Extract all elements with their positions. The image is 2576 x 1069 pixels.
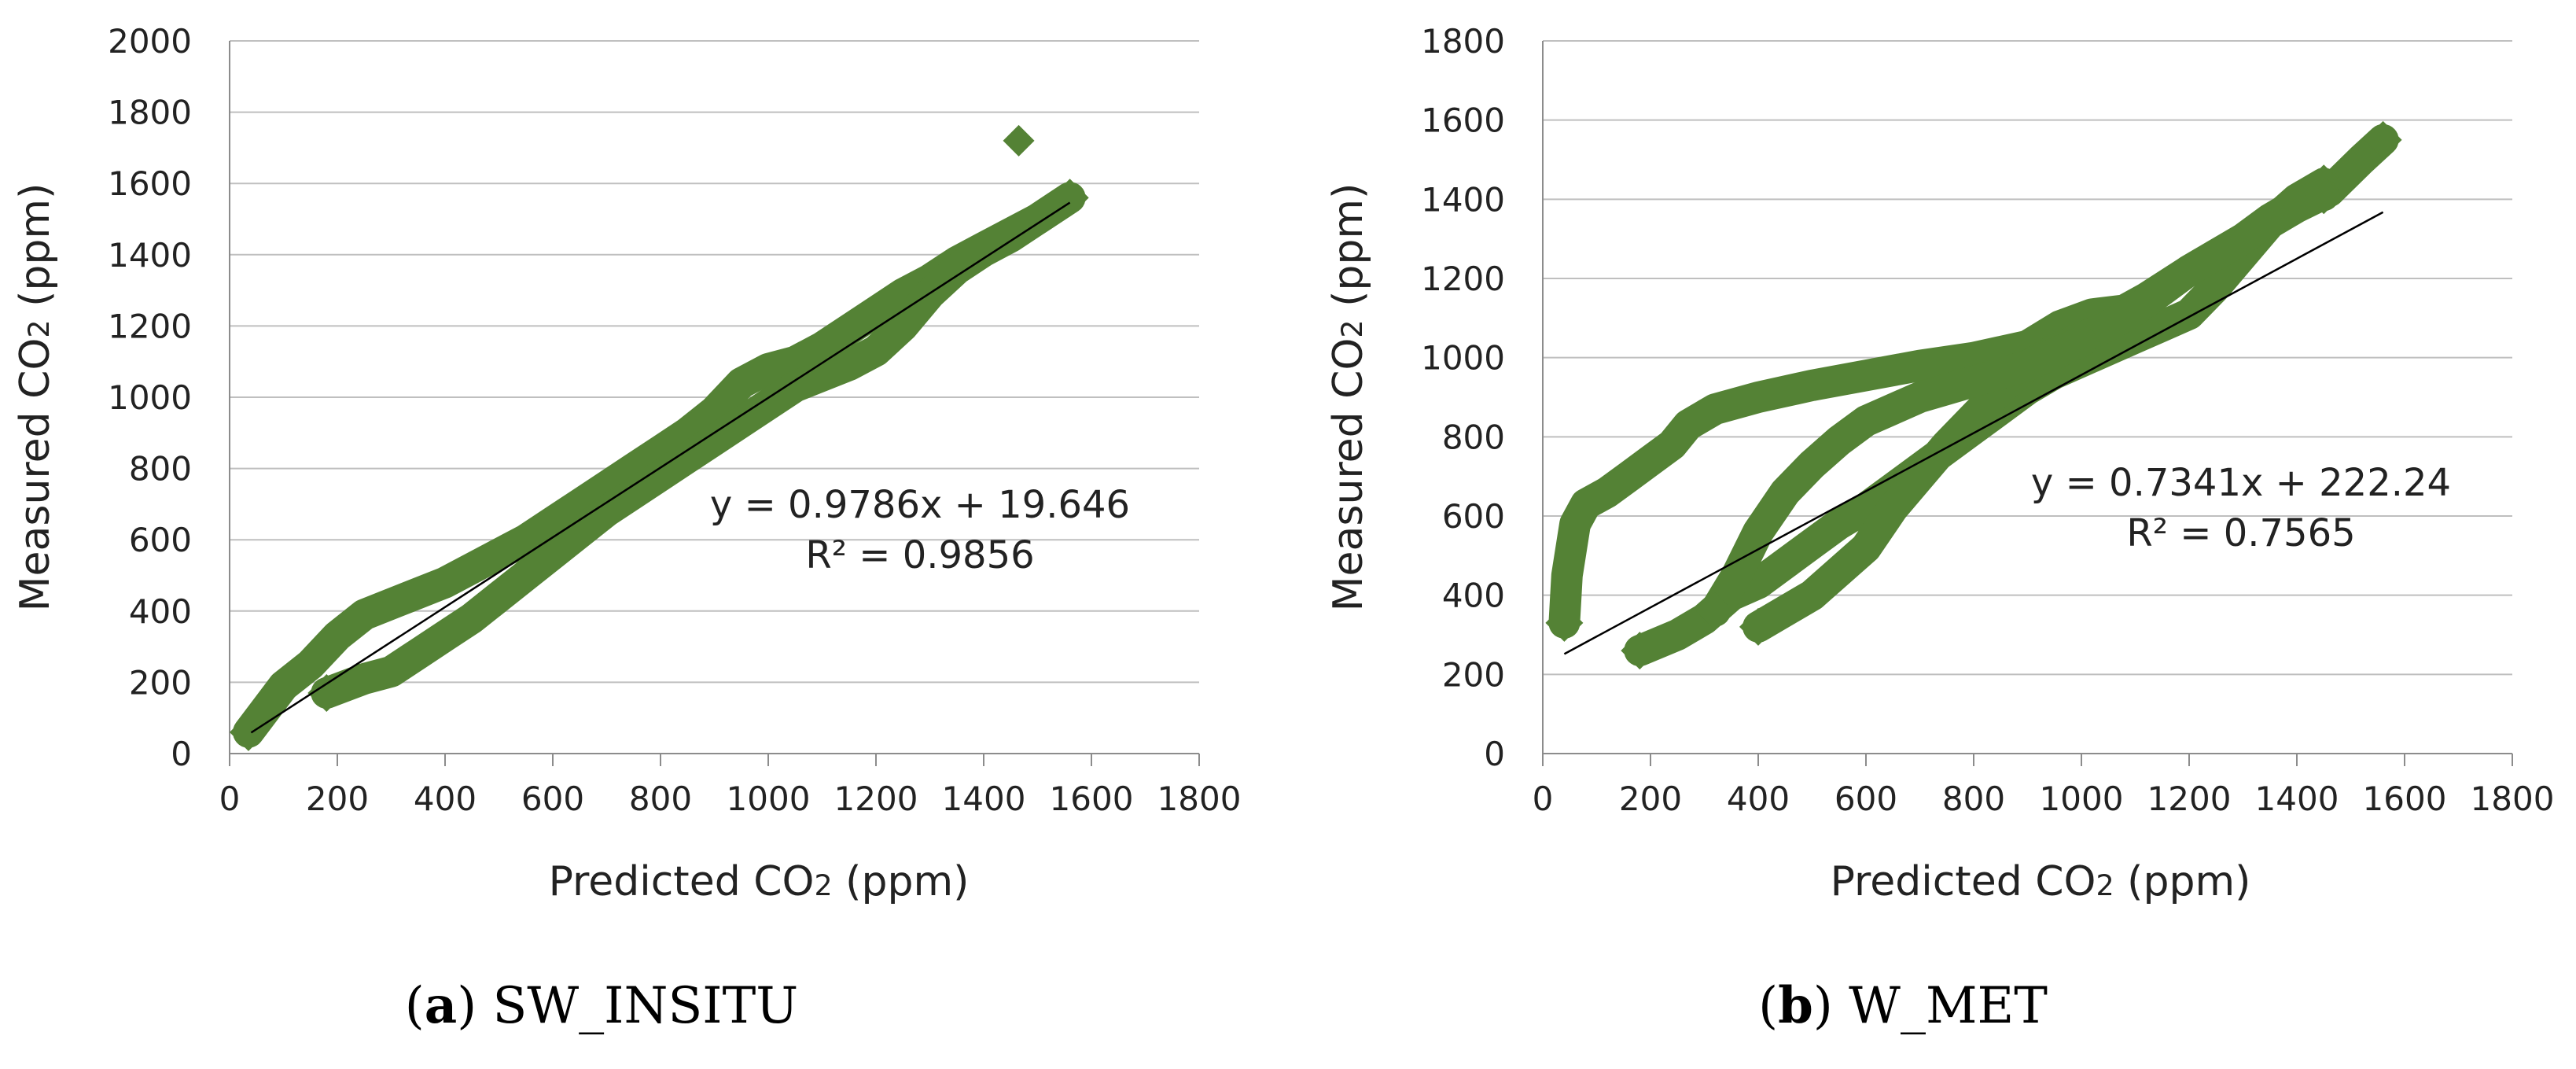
label-part: (ppm) — [1325, 183, 1372, 320]
x-tick-label: 800 — [1942, 780, 2005, 818]
caption-paren: ) — [457, 977, 492, 1035]
label-subscript: 2 — [814, 868, 832, 902]
x-tick-label: 600 — [521, 780, 584, 818]
y-tick-label: 0 — [171, 735, 192, 773]
label-part: (ppm) — [12, 183, 59, 320]
x-tick-label: 800 — [629, 780, 692, 818]
y-tick-label: 1200 — [108, 307, 192, 345]
caption-letter: b — [1778, 976, 1813, 1035]
data-point — [1696, 592, 1735, 630]
data-point — [1545, 603, 1584, 642]
y-tick-label: 1600 — [1421, 101, 1505, 140]
trendline-equation: y = 0.7341x + 222.24 — [2031, 461, 2451, 505]
data-series-trail — [311, 182, 1086, 709]
y-tick-label: 1000 — [108, 378, 192, 417]
trendline-r-squared: R² = 0.7565 — [2126, 511, 2355, 555]
x-tick-label: 1800 — [1157, 780, 1242, 818]
label-part: Measured CO — [12, 338, 59, 612]
caption-paren: ) — [1813, 977, 1849, 1035]
data-point — [2305, 176, 2343, 215]
x-tick-label: 600 — [1834, 780, 1897, 818]
trendline — [250, 201, 1071, 734]
y-tick-label: 1400 — [108, 236, 192, 275]
data-point — [307, 673, 346, 712]
caption-text: W_MET — [1849, 977, 2048, 1035]
data-point — [229, 713, 267, 751]
x-tick-label: 1000 — [727, 780, 811, 818]
caption-paren: ( — [405, 977, 425, 1035]
x-tick-label: 400 — [1727, 780, 1790, 818]
y-tick-label: 1800 — [1421, 22, 1505, 61]
y-tick-label: 1200 — [1421, 260, 1505, 298]
x-axis-title: Predicted CO2 (ppm) — [549, 858, 970, 905]
y-tick-label: 1600 — [108, 164, 192, 203]
y-tick-label: 800 — [129, 450, 192, 488]
data-point — [1051, 179, 1089, 217]
x-tick-label: 1200 — [834, 780, 918, 818]
y-tick-label: 2000 — [108, 22, 192, 61]
data-point — [1003, 124, 1035, 157]
y-tick-label: 600 — [1442, 497, 1505, 536]
y-axis-title: Measured CO2 (ppm) — [1325, 183, 1372, 612]
x-tick-label: 1000 — [2040, 780, 2124, 818]
trendline-equation: y = 0.9786x + 19.646 — [710, 483, 1130, 527]
data-point — [1739, 607, 1777, 646]
trendline-r-squared: R² = 0.9856 — [805, 533, 1034, 577]
data-point — [2364, 120, 2402, 159]
data-point — [1621, 632, 1659, 670]
y-tick-label: 1000 — [1421, 339, 1505, 378]
data-series-trail — [1699, 326, 2097, 627]
y-tick-label: 800 — [1442, 418, 1505, 456]
x-tick-label: 1200 — [2147, 780, 2232, 818]
label-part: (ppm) — [2114, 858, 2251, 905]
x-tick-label: 1600 — [1050, 780, 1134, 818]
x-tick-label: 0 — [1533, 780, 1554, 818]
x-tick-label: 0 — [219, 780, 241, 818]
x-axis-title: Predicted CO2 (ppm) — [1831, 858, 2251, 905]
caption-paren: ( — [1758, 977, 1778, 1035]
x-tick-label: 400 — [414, 780, 477, 818]
label-part: Predicted CO — [549, 858, 815, 905]
chart-panel-b: 0 200 400 600 800 1000 1200 1400 1600 1800 0 200 400… — [1325, 22, 2554, 1035]
label-part: (ppm) — [833, 858, 970, 905]
caption-text: SW_INSITU — [493, 977, 799, 1035]
y-axis-title: Measured CO2 (ppm) — [12, 183, 59, 612]
y-tick-label: 200 — [129, 663, 192, 702]
label-subscript: 2 — [22, 319, 56, 337]
trendline — [1563, 211, 2384, 655]
x-tick-label: 1400 — [2255, 780, 2339, 818]
panel-caption: (a) SW_INSITU — [405, 976, 798, 1035]
x-tick-label: 1600 — [2363, 780, 2447, 818]
chart-panel-a: 0 200 400 600 800 1000 1200 1400 1600 1800 2000 0 20… — [12, 22, 1241, 1035]
y-tick-label: 200 — [1442, 655, 1505, 694]
x-tick-label: 1800 — [2471, 780, 2555, 818]
panel-caption: (b) W_MET — [1758, 976, 2048, 1035]
x-tick-label: 200 — [306, 780, 369, 818]
x-tick-label: 1400 — [942, 780, 1026, 818]
y-tick-label: 1800 — [108, 94, 192, 132]
label-part: Measured CO — [1325, 338, 1372, 612]
data-point — [2063, 323, 2100, 361]
x-tick-label: 200 — [1619, 780, 1682, 818]
y-tick-label: 1400 — [1421, 180, 1505, 219]
y-tick-label: 600 — [129, 521, 192, 559]
caption-letter: a — [425, 976, 457, 1035]
label-subscript: 2 — [2096, 868, 2114, 902]
y-tick-label: 400 — [1442, 577, 1505, 615]
label-part: Predicted CO — [1831, 858, 2096, 905]
y-tick-label: 0 — [1484, 735, 1505, 773]
label-subscript: 2 — [1335, 319, 1369, 337]
y-tick-label: 400 — [129, 592, 192, 631]
